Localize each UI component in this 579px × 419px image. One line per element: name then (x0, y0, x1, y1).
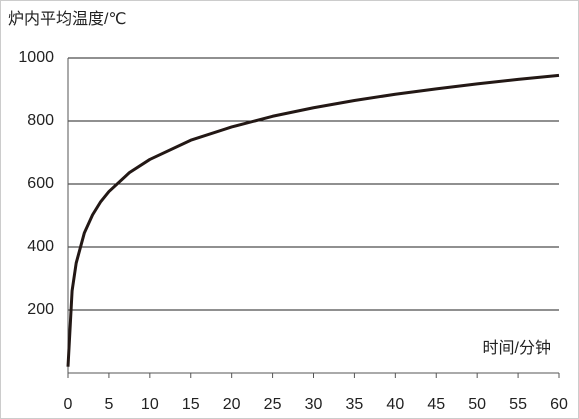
y-tick-label: 1000 (18, 49, 54, 66)
x-tick-label: 60 (550, 396, 568, 413)
x-tick-label: 55 (509, 396, 527, 413)
x-tick-label: 35 (346, 396, 364, 413)
x-tick-label: 5 (104, 396, 113, 413)
x-tick-label: 45 (427, 396, 445, 413)
x-axis-title: 时间/分钟 (483, 339, 551, 357)
y-axis-title: 炉内平均温度/℃ (8, 10, 126, 28)
x-tick-label: 40 (386, 396, 404, 413)
y-tick-label: 600 (27, 175, 54, 192)
line-series (66, 73, 560, 367)
y-tick-label: 200 (27, 301, 54, 318)
x-tick-label: 0 (64, 396, 73, 413)
x-tick-label: 50 (468, 396, 486, 413)
y-tick-label: 800 (27, 112, 54, 129)
y-tick-label: 400 (27, 238, 54, 255)
x-tick-label: 30 (305, 396, 323, 413)
x-tick-label: 20 (223, 396, 241, 413)
x-tick-label: 10 (141, 396, 159, 413)
x-tick-label: 25 (264, 396, 282, 413)
x-tick-label: 15 (182, 396, 200, 413)
